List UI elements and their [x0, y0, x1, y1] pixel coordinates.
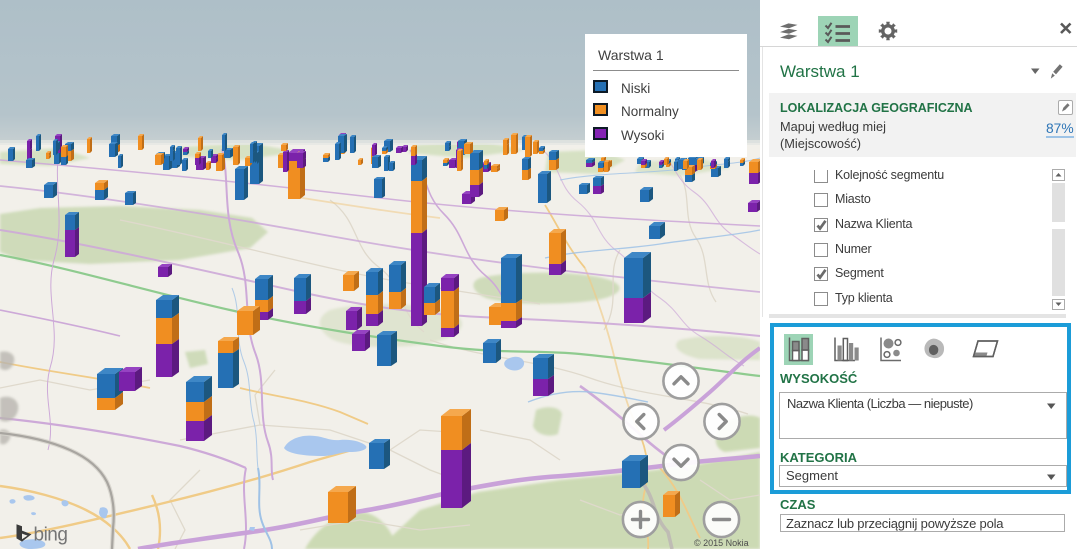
svg-text:© 2015 Nokia: © 2015 Nokia	[694, 538, 749, 548]
svg-text:bing: bing	[34, 525, 68, 546]
